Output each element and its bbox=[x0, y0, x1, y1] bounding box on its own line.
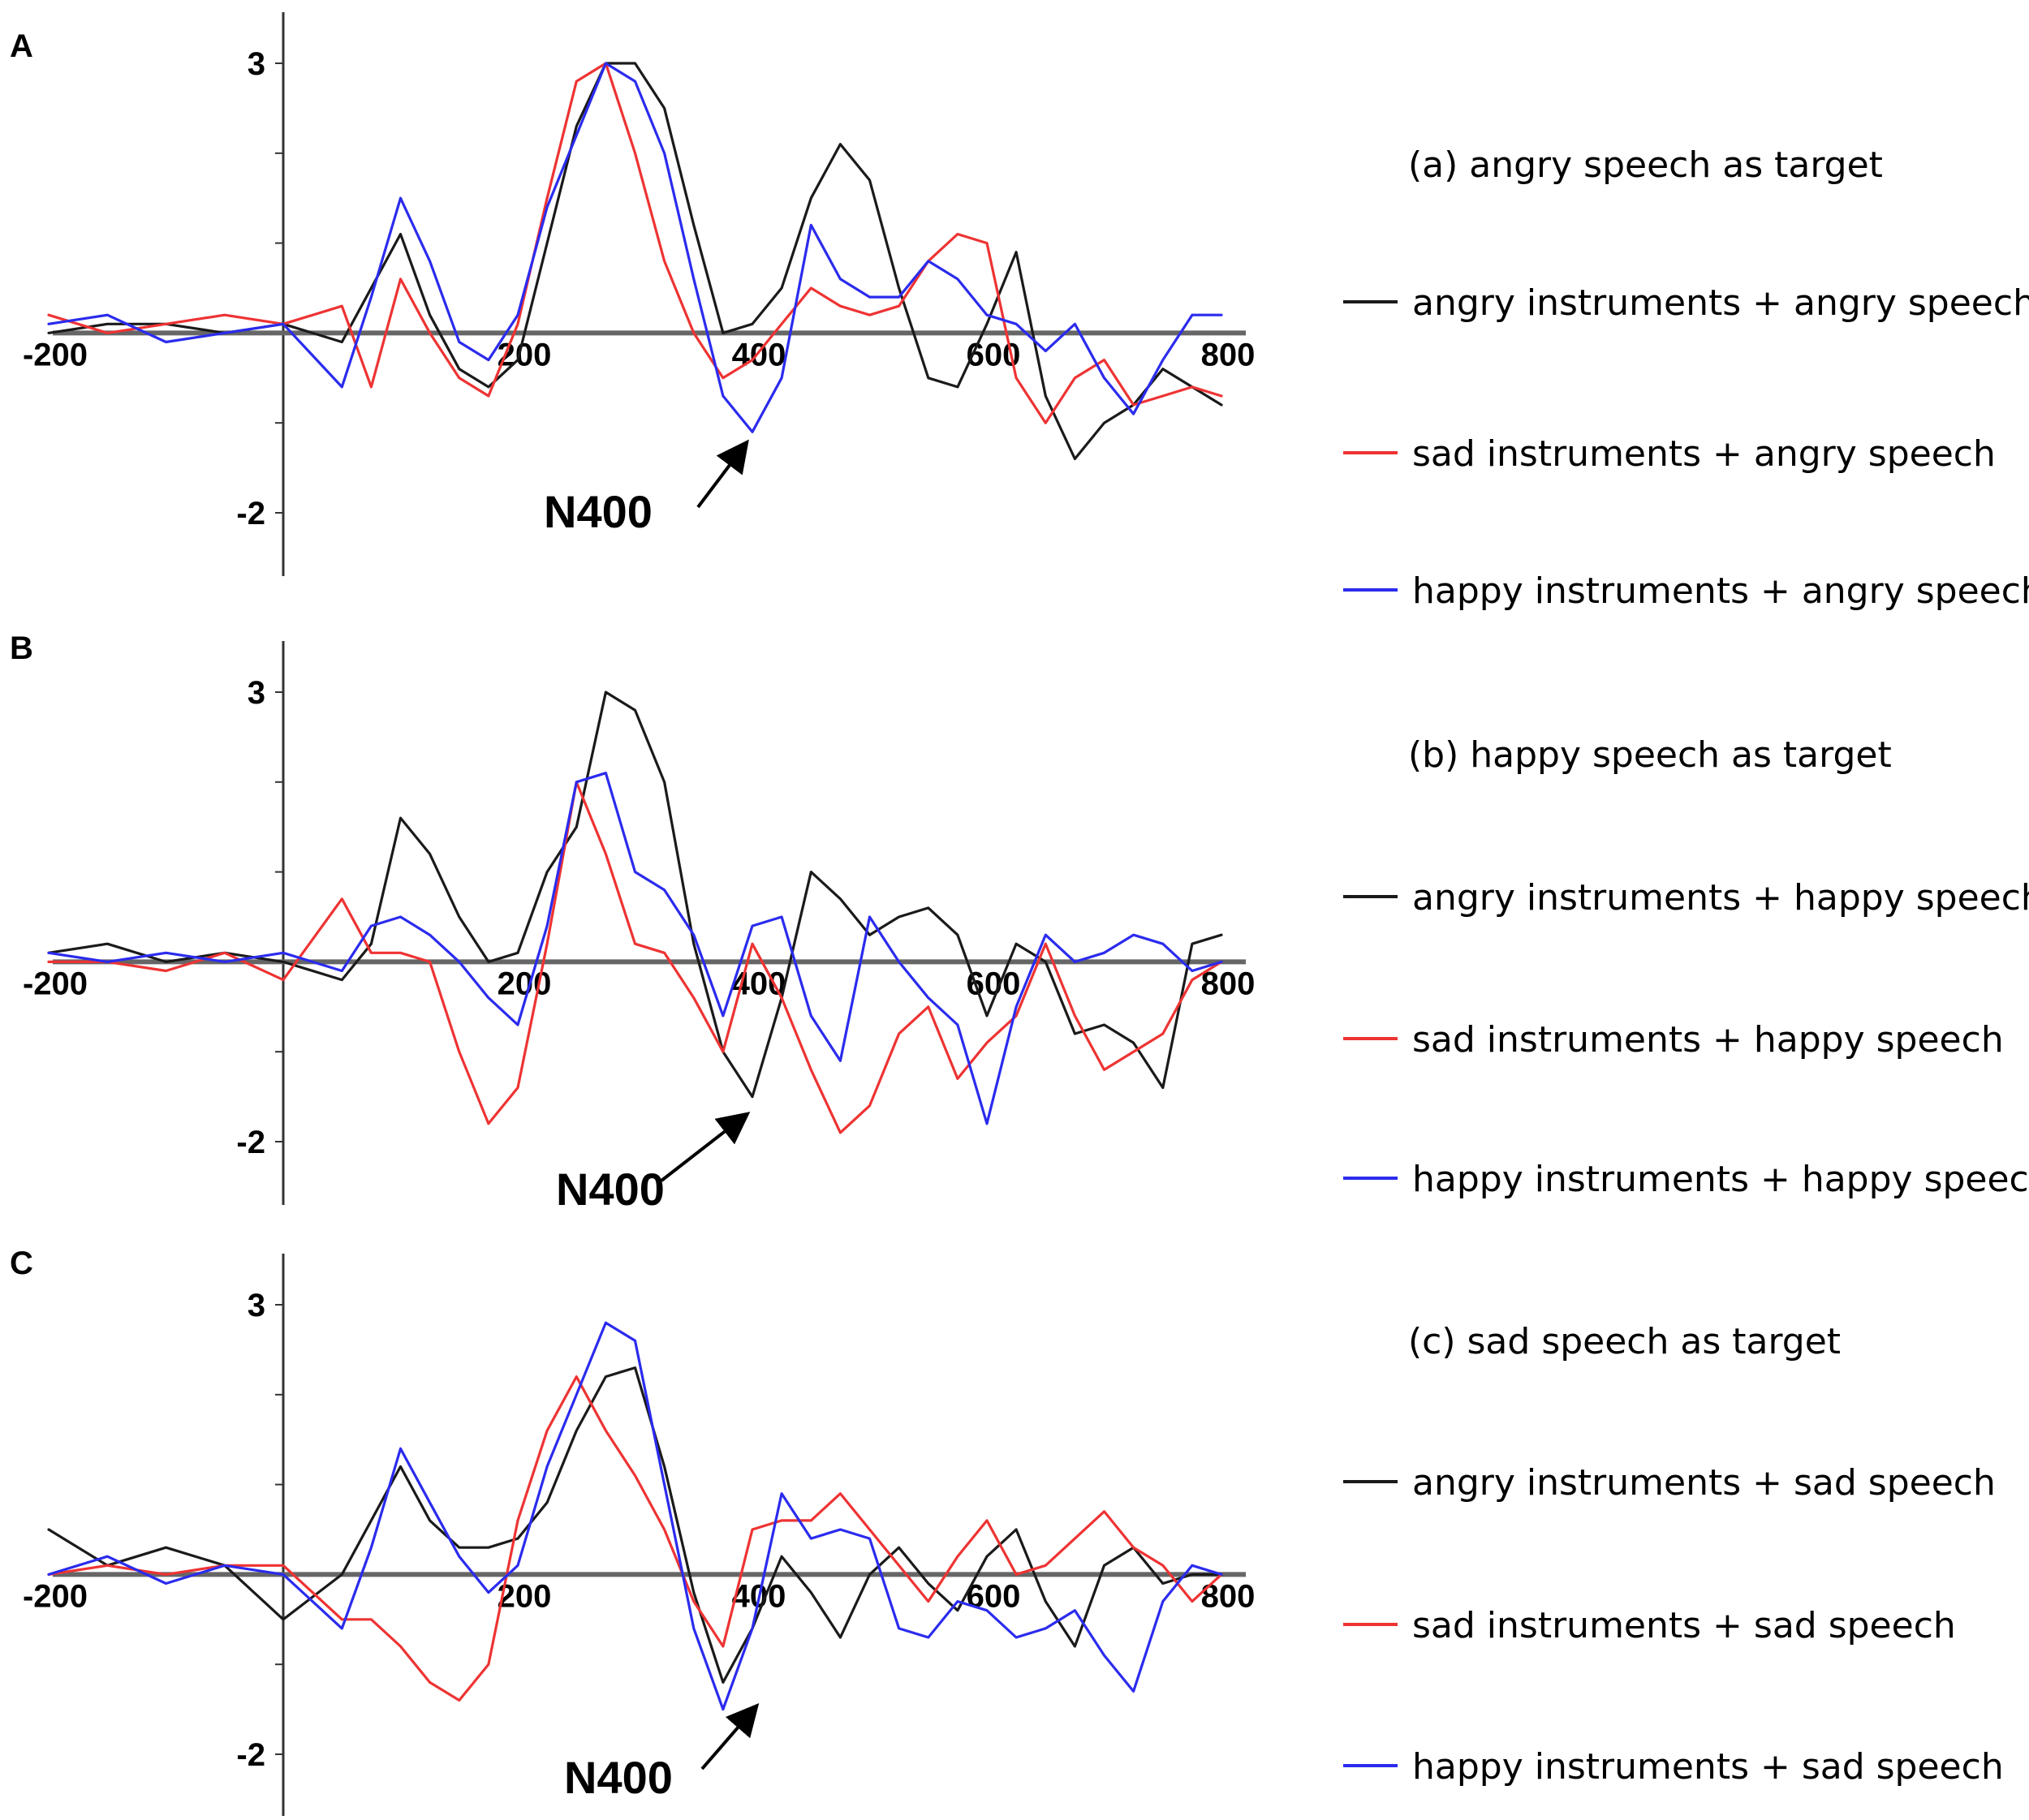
legend-title-c: (c) sad speech as target bbox=[1408, 1321, 1841, 1362]
x-tick-label: 800 bbox=[1201, 1578, 1256, 1614]
series-line-happy-instruments-sad-speech bbox=[47, 1321, 1223, 1711]
series-line-sad-instruments-angry-speech bbox=[47, 62, 1223, 424]
x-tick-label: 600 bbox=[967, 1578, 1021, 1614]
series-line-sad-instruments-sad-speech bbox=[47, 1375, 1223, 1702]
x-tick-label: 800 bbox=[1201, 966, 1256, 1001]
legend-title-a: (a) angry speech as target bbox=[1408, 144, 1883, 186]
n400-arrow-c bbox=[700, 1702, 760, 1771]
y-tick-label: 3 bbox=[248, 46, 265, 82]
series-line-angry-instruments-sad-speech bbox=[47, 1366, 1223, 1684]
x-tick-label: 800 bbox=[1201, 337, 1256, 372]
legend-label-c-sad: sad instruments + sad speech bbox=[1412, 1605, 1956, 1646]
legend-label-b-happy: happy instruments + happy speech bbox=[1412, 1159, 2029, 1200]
y-tick-label: 3 bbox=[248, 675, 265, 711]
x-tick-label: 200 bbox=[498, 966, 552, 1001]
panel-b: B 3-2-200 200 400 600 800 N400 (b) happy spe… bbox=[10, 630, 2029, 1215]
y-tick-label: -2 bbox=[236, 1125, 265, 1160]
y-tick-label: -2 bbox=[236, 496, 265, 531]
legend-label-b-sad: sad instruments + happy speech bbox=[1412, 1019, 2004, 1061]
panel-letter-a: A bbox=[10, 28, 33, 64]
n400-label-b: N400 bbox=[556, 1164, 665, 1215]
n400-arrow-a bbox=[696, 439, 749, 509]
legend-label-a-sad: sad instruments + angry speech bbox=[1412, 433, 1996, 475]
panel-a: A 3-2-200 200 400 600 800 N400 (a) angry spe… bbox=[10, 12, 2029, 612]
x-tick-label: 200 bbox=[498, 1578, 552, 1614]
panel-letter-b: B bbox=[10, 630, 33, 666]
plot-b: 3-2-200 200 400 600 800 bbox=[23, 641, 1255, 1205]
panel-c: C 3-2-200 200 400 600 800 N400 (c) sad speec… bbox=[10, 1246, 2004, 1816]
legend-label-c-happy: happy instruments + sad speech bbox=[1412, 1746, 2004, 1788]
legend-b: (b) happy speech as target angry instrum… bbox=[1343, 734, 2029, 1200]
x-tick-label: -200 bbox=[23, 966, 88, 1001]
n400-arrow-b bbox=[660, 1112, 751, 1182]
series-line-happy-instruments-happy-speech bbox=[47, 772, 1223, 1125]
plot-c: 3-2-200 200 400 600 800 bbox=[23, 1254, 1255, 1816]
series-line-angry-instruments-happy-speech bbox=[47, 691, 1223, 1099]
n400-label-a: N400 bbox=[544, 486, 653, 537]
x-tick-label: -200 bbox=[23, 337, 88, 372]
legend-label-c-angry: angry instruments + sad speech bbox=[1412, 1462, 1996, 1504]
legend-a: (a) angry speech as target angry instrum… bbox=[1343, 144, 2029, 612]
plot-a: 3-2-200 200 400 600 800 bbox=[23, 12, 1255, 576]
legend-c: (c) sad speech as target angry instrumen… bbox=[1343, 1321, 2004, 1788]
x-tick-label: 400 bbox=[732, 966, 786, 1001]
legend-label-a-happy: happy instruments + angry speech bbox=[1412, 570, 2029, 612]
panel-letter-c: C bbox=[10, 1246, 33, 1281]
series-line-sad-instruments-happy-speech bbox=[47, 781, 1223, 1134]
x-tick-label: -200 bbox=[23, 1578, 88, 1614]
legend-label-b-angry: angry instruments + happy speech bbox=[1412, 877, 2029, 919]
y-tick-label: -2 bbox=[236, 1737, 265, 1773]
series-line-happy-instruments-angry-speech bbox=[47, 62, 1223, 433]
legend-label-a-angry: angry instruments + angry speech bbox=[1412, 282, 2029, 324]
legend-title-b: (b) happy speech as target bbox=[1408, 734, 1892, 776]
n400-label-c: N400 bbox=[564, 1752, 673, 1803]
y-tick-label: 3 bbox=[248, 1288, 265, 1323]
series-line-angry-instruments-angry-speech bbox=[47, 62, 1223, 461]
